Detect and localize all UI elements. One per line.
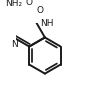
Text: NH: NH	[40, 19, 54, 28]
Text: O: O	[26, 0, 33, 7]
Text: O: O	[37, 5, 44, 14]
Text: NH₂: NH₂	[5, 0, 22, 8]
Text: N: N	[11, 40, 18, 49]
